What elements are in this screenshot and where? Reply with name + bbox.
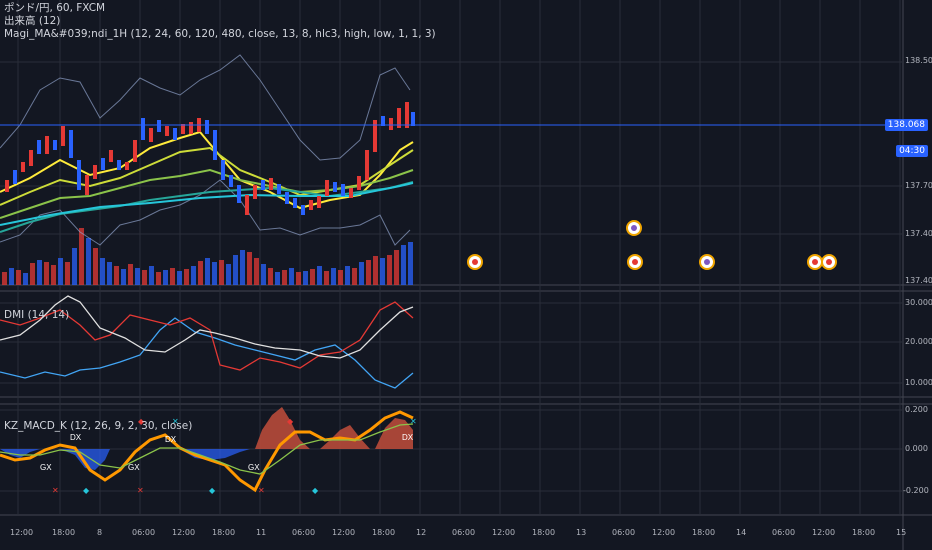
svg-text:◆: ◆ [83,486,90,495]
macd-tick: -0.200 [903,486,929,495]
svg-text:✕: ✕ [137,486,144,495]
macd-label[interactable]: KZ_MACD_K (12, 26, 9, 2, 30, close) [4,420,193,432]
svg-text:◆: ◆ [287,417,294,426]
svg-text:✕: ✕ [410,417,417,426]
price-tick: 137.700 [905,181,932,190]
svg-text:◆: ◆ [138,417,145,426]
time-tick: 06:00 [132,528,156,537]
svg-text:DX: DX [70,433,82,442]
svg-text:DX: DX [402,433,414,442]
svg-text:GX: GX [128,463,140,472]
price-tick: 137.400 [905,276,932,285]
time-tick: 18:00 [852,528,876,537]
moving-averages [0,130,414,233]
time-tick: 13 [576,528,587,537]
dmi-tick: 10.000 [905,378,932,387]
price-tick: 137.400 [905,229,932,238]
price-axis[interactable]: 138.500 138.068 04:30 137.700 137.400 13… [884,0,932,515]
symbol-label[interactable]: ポンド/円, 60, FXCM [4,2,106,14]
volume-bars [2,228,413,285]
time-tick: 18:00 [52,528,76,537]
price-tick: 138.500 [905,56,932,65]
time-tick: 18:00 [692,528,716,537]
time-tick: 12:00 [332,528,356,537]
time-tick: 12:00 [10,528,34,537]
time-tick: 12:00 [492,528,516,537]
event-markers[interactable] [467,220,837,270]
time-tick: 14 [736,528,747,537]
macd-lines [0,410,414,493]
time-tick: 18:00 [532,528,556,537]
svg-text:◆: ◆ [209,486,216,495]
time-tick: 06:00 [452,528,476,537]
svg-text:◆: ◆ [312,486,319,495]
time-tick: 15 [896,528,907,537]
time-tick: 11 [256,528,267,537]
time-tick: 18:00 [212,528,236,537]
signal-arrows: ✕ ◆ ✕ ◆ ✕ ◆ ◆ ✕ ◆ ✕ [52,417,417,495]
svg-text:✕: ✕ [172,417,179,426]
dmi-tick: 30.000 [905,298,932,307]
svg-text:GX: GX [40,463,52,472]
macd-legend: KZ_MACD_K (12, 26, 9, 2, 30, close) [4,420,192,433]
dmi-lines [0,295,414,389]
macd-tick: 0.200 [905,405,928,414]
time-tick: 12:00 [172,528,196,537]
macd-tick: 0.000 [905,444,928,453]
time-tick: 12:00 [652,528,676,537]
time-tick: 06:00 [612,528,636,537]
time-tick: 06:00 [772,528,796,537]
current-price-tag: 138.068 [884,119,928,131]
ma-label[interactable]: Magi_MA&#039;ndi_1H (12, 24, 60, 120, 48… [4,28,436,40]
svg-text:✕: ✕ [52,486,59,495]
volume-label[interactable]: 出来高 (12) [4,15,61,27]
svg-text:GX: GX [248,463,260,472]
time-tick: 18:00 [372,528,396,537]
time-axis[interactable]: 12:00 18:00 8 06:00 10 12:00 18:00 11 06… [0,515,907,550]
cross-markers: GX DX GX DX GX DX [40,433,414,472]
countdown-tag: 04:30 [896,145,928,157]
dmi-tick: 20.000 [905,337,932,346]
dmi-label[interactable]: DMI (14, 14) [4,309,70,321]
time-tick: 12 [416,528,427,537]
time-tick: 06:00 [292,528,316,537]
time-tick: 12:00 [812,528,836,537]
svg-text:✕: ✕ [258,486,265,495]
dmi-legend: DMI (14, 14) [4,309,69,322]
candles [5,102,415,215]
main-legend: ポンド/円, 60, FXCM 出来高 (12) Magi_MA&#039;nd… [4,2,436,41]
svg-text:DX: DX [165,435,177,444]
time-tick: 8 [97,528,103,537]
bollinger-bands [0,54,411,246]
